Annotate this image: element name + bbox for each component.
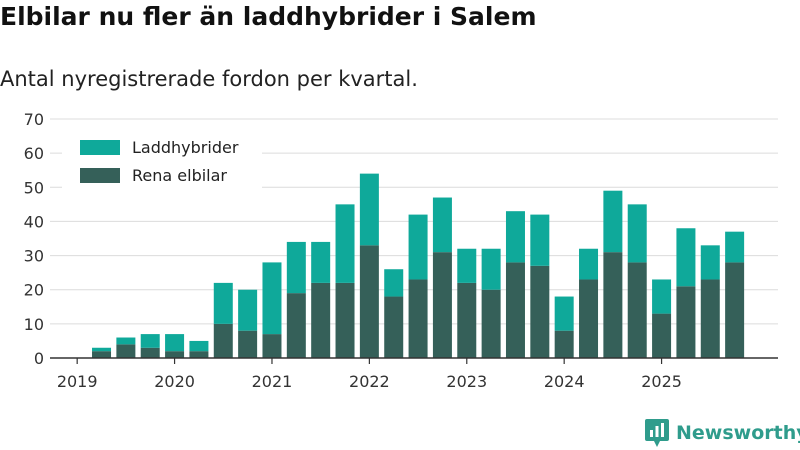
bar-laddhybrider: [579, 248, 599, 280]
bar-laddhybrider: [335, 204, 355, 283]
legend-swatch: [80, 140, 120, 155]
bar-laddhybrider: [725, 231, 745, 263]
legend-label: Laddhybrider: [132, 138, 239, 157]
chart-title: Elbilar nu fler än laddhybrider i Salem: [0, 2, 537, 31]
bar-laddhybrider: [505, 211, 525, 263]
bar-elbilar: [627, 262, 647, 358]
bar-elbilar: [238, 330, 258, 358]
y-tick-label: 40: [24, 212, 44, 231]
brand-name: Newsworthy: [676, 422, 800, 444]
bar-laddhybrider: [116, 337, 136, 345]
bar-laddhybrider: [530, 214, 550, 266]
bar-laddhybrider: [262, 262, 282, 335]
bar-laddhybrider: [92, 347, 112, 352]
bar-elbilar: [725, 262, 745, 358]
bar-laddhybrider: [238, 289, 258, 331]
bar-elbilar: [481, 289, 501, 358]
bar-laddhybrider: [603, 190, 623, 253]
bar-elbilar: [505, 262, 525, 358]
x-tick-label: 2022: [349, 372, 390, 391]
x-tick-label: 2023: [446, 372, 487, 391]
bar-elbilar: [359, 245, 379, 358]
y-tick-label: 30: [24, 247, 44, 266]
newsworthy-logo-icon: [645, 419, 669, 447]
y-tick-label: 70: [24, 110, 44, 129]
bar-elbilar: [457, 282, 477, 358]
bar-laddhybrider: [189, 340, 209, 352]
bar-elbilar: [92, 351, 112, 358]
bar-laddhybrider: [700, 245, 720, 280]
bar-elbilar: [652, 313, 672, 358]
bar-elbilar: [384, 296, 404, 358]
bar-laddhybrider: [408, 214, 428, 280]
y-tick-label: 60: [24, 144, 44, 163]
x-tick-label: 2020: [154, 372, 195, 391]
bar-elbilar: [700, 279, 720, 358]
bar-elbilar: [408, 279, 428, 358]
bar-laddhybrider: [286, 241, 306, 294]
bar-elbilar: [189, 351, 209, 358]
bar-elbilar: [213, 323, 233, 358]
y-tick-label: 50: [24, 178, 44, 197]
bar-elbilar: [286, 293, 306, 358]
bar-elbilar: [165, 351, 185, 358]
bar-elbilar: [554, 330, 574, 358]
bar-elbilar: [603, 252, 623, 358]
bar-laddhybrider: [140, 334, 160, 348]
bar-elbilar: [676, 286, 696, 358]
x-tick-label: 2019: [57, 372, 98, 391]
bar-laddhybrider: [359, 173, 379, 246]
x-tick-label: 2021: [252, 372, 293, 391]
bar-laddhybrider: [384, 269, 404, 297]
bar-laddhybrider: [676, 228, 696, 287]
bar-laddhybrider: [554, 296, 574, 331]
bar-laddhybrider: [432, 197, 452, 253]
bar-elbilar: [335, 282, 355, 358]
x-tick-label: 2025: [641, 372, 682, 391]
bar-laddhybrider: [213, 282, 233, 324]
y-tick-label: 20: [24, 281, 44, 300]
chart-subtitle: Antal nyregistrerade fordon per kvartal.: [0, 67, 418, 91]
bar-elbilar: [530, 265, 550, 358]
x-tick-label: 2024: [544, 372, 585, 391]
bar-elbilar: [262, 334, 282, 358]
legend-label: Rena elbilar: [132, 166, 227, 185]
bar-laddhybrider: [627, 204, 647, 263]
bar-elbilar: [579, 279, 599, 358]
bar-elbilar: [432, 252, 452, 358]
bar-elbilar: [116, 344, 136, 358]
bar-laddhybrider: [652, 279, 672, 314]
bar-laddhybrider: [165, 334, 185, 352]
bar-laddhybrider: [481, 248, 501, 290]
bar-laddhybrider: [311, 241, 331, 283]
bar-elbilar: [311, 282, 331, 358]
y-tick-label: 10: [24, 315, 44, 334]
y-tick-label: 0: [34, 349, 44, 368]
bar-laddhybrider: [457, 248, 477, 283]
legend-swatch: [80, 168, 120, 183]
brand-logo: Newsworthy: [644, 418, 800, 448]
bar-elbilar: [140, 347, 160, 358]
